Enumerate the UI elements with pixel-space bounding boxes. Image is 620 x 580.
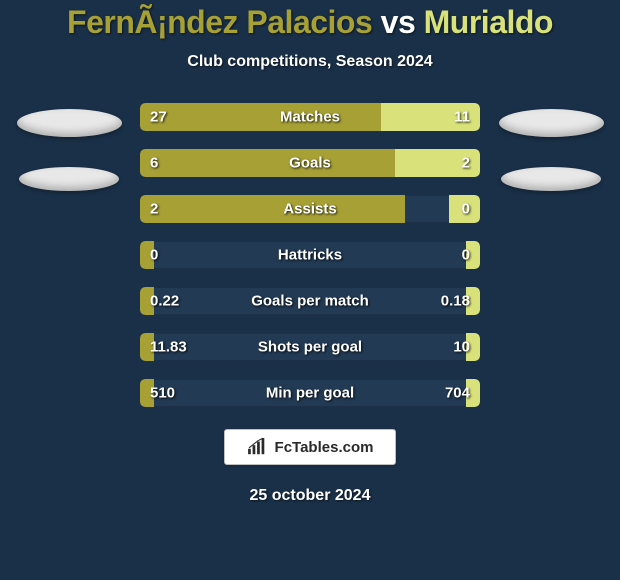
club-badge-left-1: [17, 109, 122, 137]
content-row: 27 11 Matches 6 2 Goals 2 0 Assists 0 0 Hattricks 0.…: [0, 103, 620, 407]
club-badge-right-1: [499, 109, 604, 137]
stat-right-value: 11: [454, 109, 470, 126]
stat-left-value: 510: [150, 385, 175, 402]
stat-right-value: 0.18: [441, 293, 470, 310]
stat-left-value: 0: [150, 247, 158, 264]
page-title: FernÃ¡ndez Palacios vs Murialdo: [67, 4, 553, 41]
generated-date: 25 october 2024: [250, 487, 371, 505]
bar-fill-left: [140, 149, 395, 177]
stat-right-value: 704: [445, 385, 470, 402]
stat-row-min-per-goal: 510 704 Min per goal: [140, 379, 480, 407]
club-badge-left-2: [19, 167, 119, 191]
bar-fill-left: [140, 103, 381, 131]
stat-left-value: 11.83: [150, 339, 187, 356]
stat-right-value: 0: [462, 201, 470, 218]
stat-label: Shots per goal: [258, 339, 362, 356]
bar-fill-left: [140, 195, 405, 223]
title-vs: vs: [381, 4, 416, 40]
stat-left-value: 0.22: [150, 293, 179, 310]
stat-right-value: 2: [462, 155, 470, 172]
stat-label: Goals: [289, 155, 331, 172]
source-logo: FcTables.com: [224, 429, 397, 465]
stat-row-assists: 2 0 Assists: [140, 195, 480, 223]
subtitle: Club competitions, Season 2024: [187, 53, 432, 71]
stat-label: Hattricks: [278, 247, 342, 264]
stat-label: Goals per match: [251, 293, 369, 310]
stat-label: Assists: [283, 201, 336, 218]
stat-right-value: 0: [462, 247, 470, 264]
stat-left-value: 27: [150, 109, 167, 126]
stat-row-goals-per-match: 0.22 0.18 Goals per match: [140, 287, 480, 315]
right-club-col: [496, 103, 606, 191]
stat-row-matches: 27 11 Matches: [140, 103, 480, 131]
stat-bars: 27 11 Matches 6 2 Goals 2 0 Assists 0 0 Hattricks 0.…: [140, 103, 480, 407]
stat-label: Matches: [280, 109, 340, 126]
title-player2: Murialdo: [424, 4, 553, 40]
stat-left-value: 2: [150, 201, 158, 218]
title-player1: FernÃ¡ndez Palacios: [67, 4, 372, 40]
comparison-card: FernÃ¡ndez Palacios vs Murialdo Club com…: [0, 0, 620, 580]
club-badge-right-2: [501, 167, 601, 191]
stat-right-value: 10: [453, 339, 470, 356]
left-club-col: [14, 103, 124, 191]
barchart-icon: [247, 438, 269, 456]
stat-row-hattricks: 0 0 Hattricks: [140, 241, 480, 269]
logo-text: FcTables.com: [275, 439, 374, 456]
stat-label: Min per goal: [266, 385, 354, 402]
stat-left-value: 6: [150, 155, 158, 172]
stat-row-shots-per-goal: 11.83 10 Shots per goal: [140, 333, 480, 361]
stat-row-goals: 6 2 Goals: [140, 149, 480, 177]
